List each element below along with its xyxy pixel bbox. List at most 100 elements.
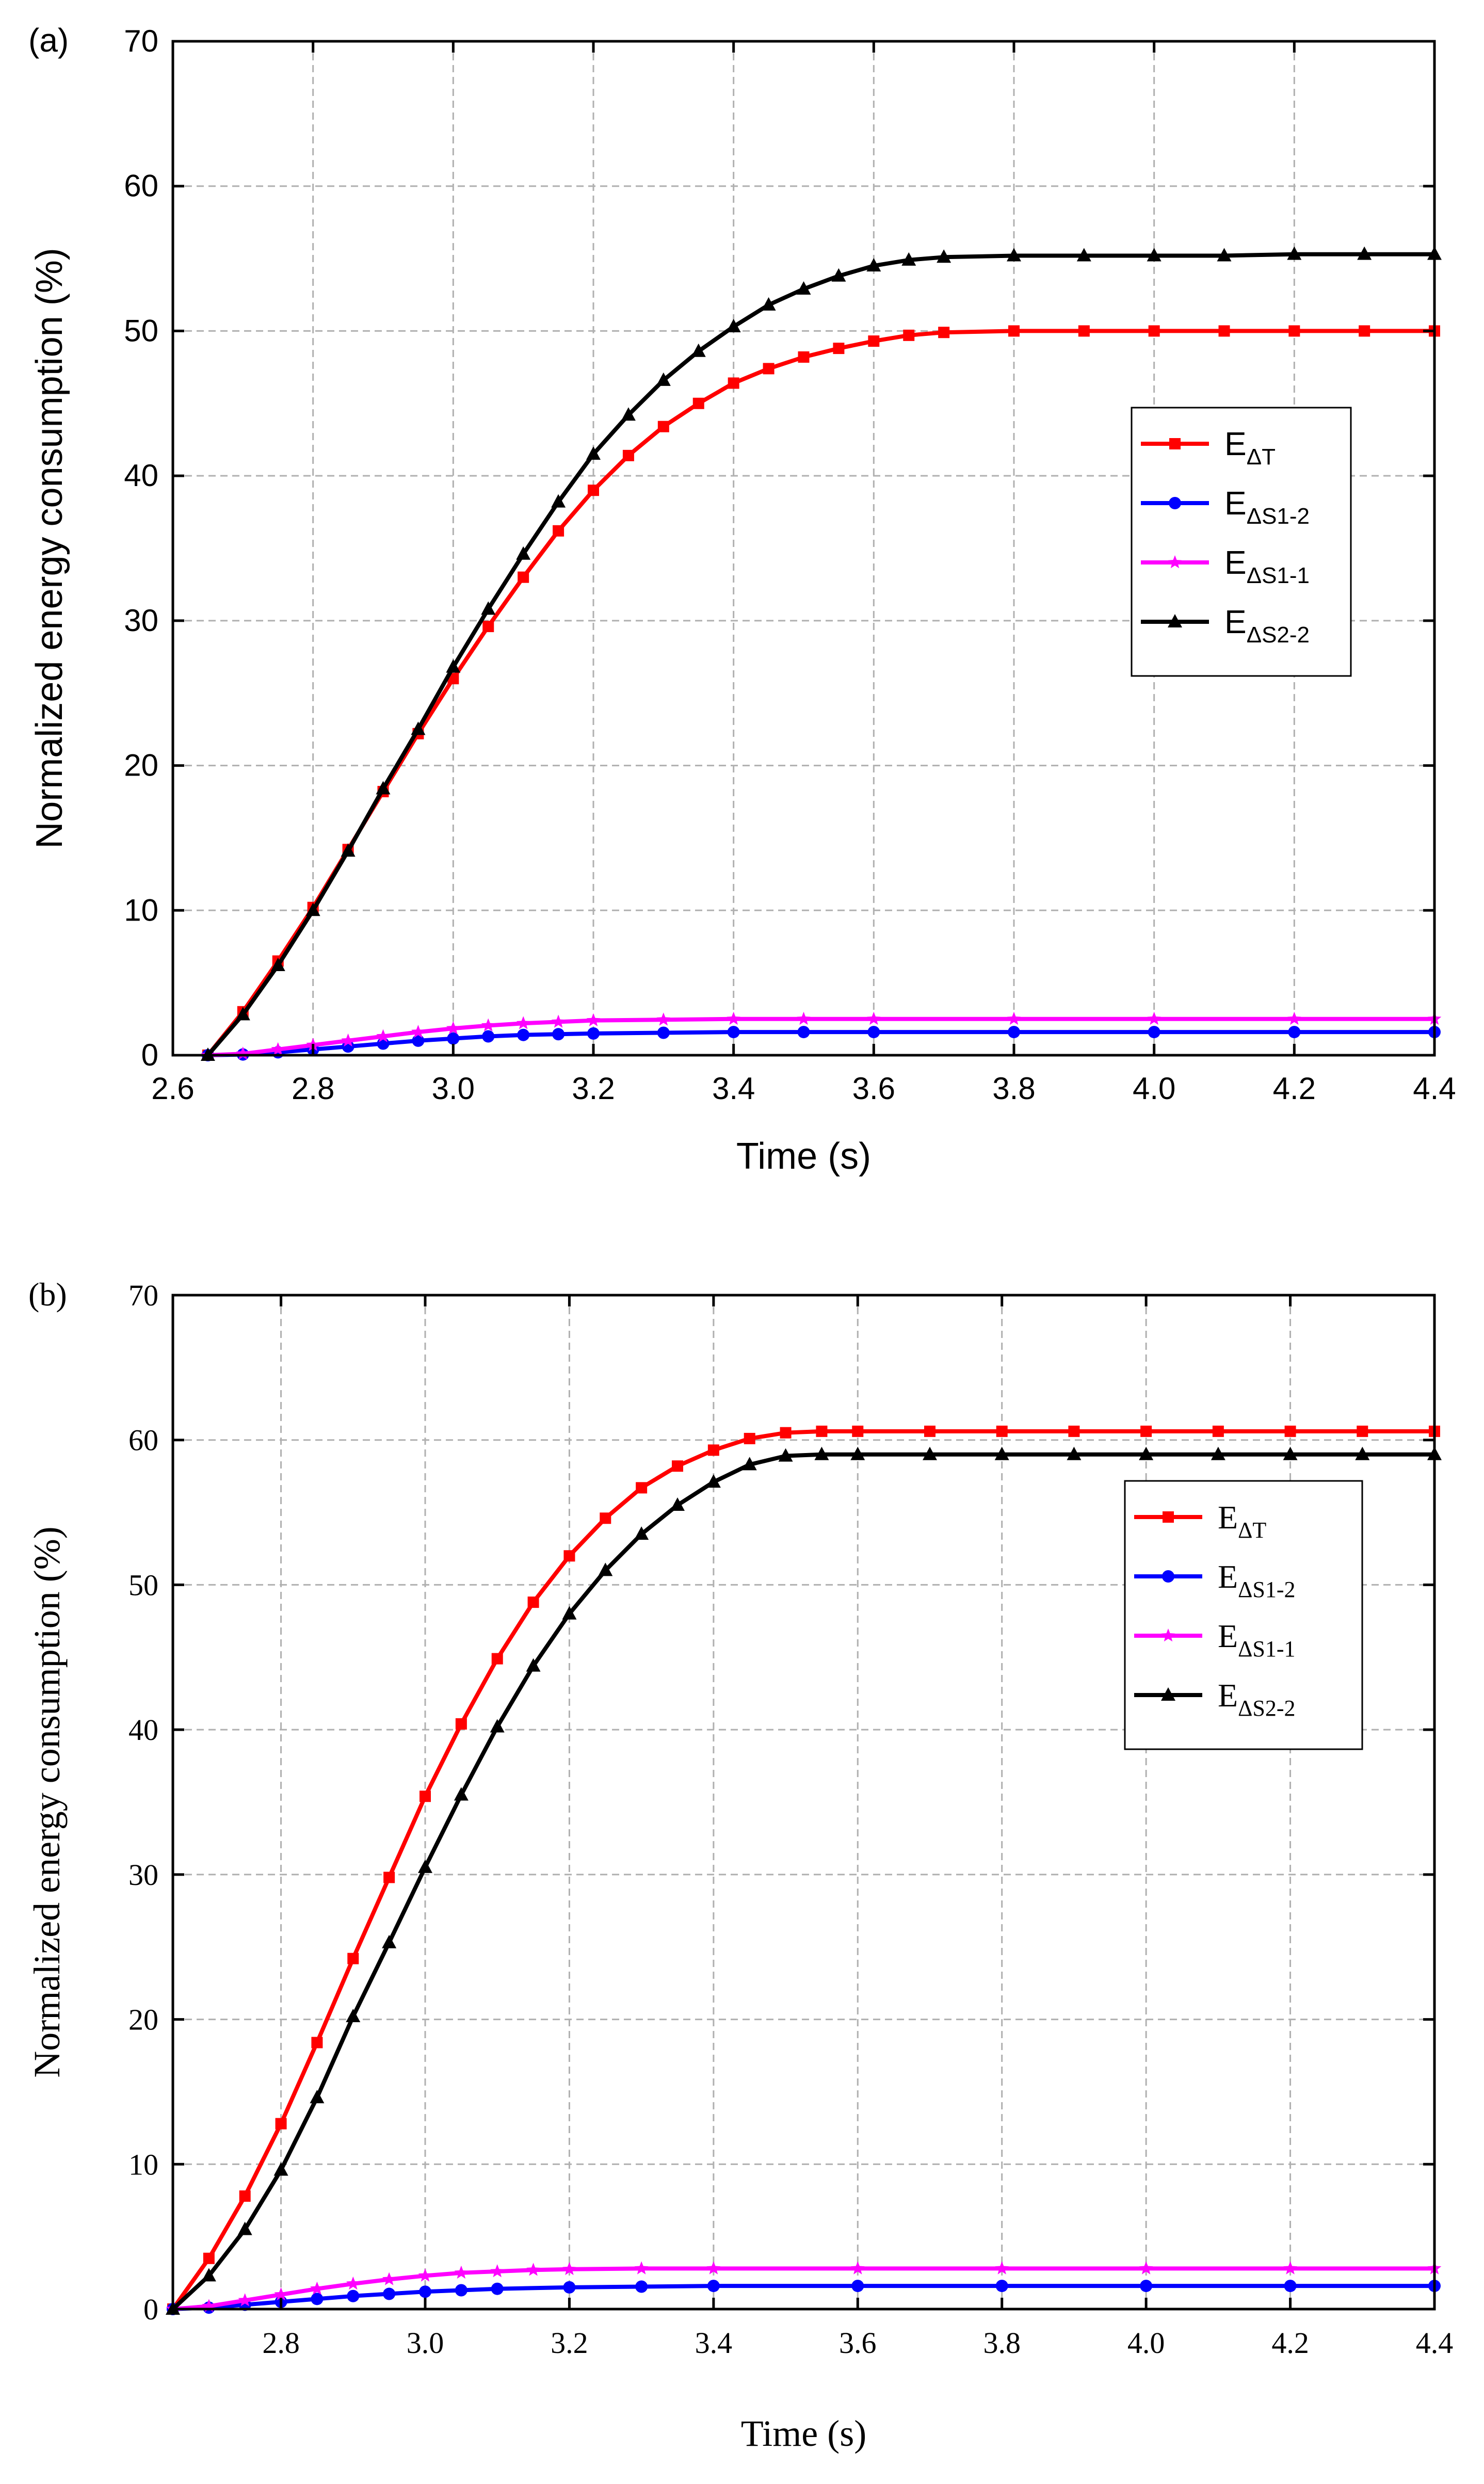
data-point: [850, 1446, 865, 1460]
legend-marker: [1161, 1628, 1175, 1642]
data-point: [634, 1526, 649, 1540]
y-tick-label: 30: [128, 1858, 158, 1892]
data-point: [868, 335, 880, 347]
legend-marker: [1161, 1687, 1175, 1701]
data-point: [419, 2285, 431, 2298]
data-point: [553, 525, 564, 537]
legend-item: EΔT: [1134, 1499, 1266, 1543]
data-point: [491, 2282, 504, 2295]
legend-label: EΔS1-2: [1218, 1558, 1296, 1602]
data-point: [588, 485, 599, 496]
data-point: [1287, 1011, 1301, 1025]
data-point: [1357, 1425, 1368, 1437]
grid-b: [173, 1295, 1434, 2309]
data-point: [744, 1432, 755, 1444]
data-point: [310, 2090, 325, 2104]
y-tick-label: 70: [128, 1279, 158, 1312]
data-point: [1217, 248, 1232, 262]
data-point: [670, 1497, 685, 1511]
y-tick-label: 50: [124, 313, 158, 348]
data-point: [1007, 248, 1021, 262]
data-point: [1288, 1026, 1301, 1039]
data-point: [552, 1028, 565, 1041]
data-point: [481, 601, 496, 615]
data-point: [778, 1448, 793, 1462]
data-point: [1078, 325, 1090, 337]
data-point: [833, 343, 845, 354]
series-b-3: [166, 1446, 1442, 2315]
data-point: [527, 1596, 539, 1608]
data-point: [586, 1013, 601, 1026]
data-point: [551, 494, 566, 508]
data-point: [1218, 325, 1230, 337]
legend-label: EΔS2-2: [1218, 1677, 1296, 1721]
data-point: [1288, 325, 1300, 337]
data-point: [271, 1042, 285, 1056]
data-point: [728, 377, 739, 389]
legend-label: EΔT: [1224, 425, 1276, 470]
data-point: [418, 1859, 432, 1873]
legend-label: EΔS1-1: [1224, 544, 1310, 588]
data-point: [727, 1011, 740, 1025]
data-point: [516, 546, 531, 560]
data-point: [346, 2008, 361, 2022]
legend-item: EΔS1-2: [1134, 1558, 1296, 1602]
x-tick-label: 3.6: [852, 1071, 895, 1106]
legend-label-main: E: [1218, 1499, 1238, 1536]
data-point: [446, 1021, 460, 1035]
data-point: [418, 2268, 432, 2282]
legend-label-sub: ΔS2-2: [1238, 1696, 1295, 1721]
x-tick-label: 3.8: [983, 2326, 1021, 2360]
x-tick-label: 4.2: [1273, 1071, 1316, 1106]
data-point: [1067, 1446, 1082, 1460]
data-point: [275, 2118, 287, 2130]
data-point: [420, 1791, 431, 1802]
panel-label: (b): [28, 1276, 67, 1313]
data-point: [1283, 1446, 1298, 1460]
legend-label-main: E: [1224, 544, 1247, 581]
data-point: [1139, 1446, 1154, 1460]
legend-marker: [1168, 555, 1182, 569]
y-tick-label: 60: [128, 1424, 158, 1457]
data-point: [491, 1653, 503, 1665]
legend-label: EΔS2-2: [1224, 603, 1310, 648]
data-point: [311, 2293, 324, 2305]
data-point: [995, 2261, 1009, 2275]
data-point: [995, 2280, 1008, 2293]
data-point: [1139, 2261, 1153, 2275]
data-point: [691, 343, 706, 357]
data-point: [446, 659, 461, 673]
y-tick-label: 0: [143, 2293, 158, 2326]
data-point: [563, 1550, 575, 1562]
legend-label-sub: ΔT: [1238, 1518, 1266, 1543]
data-point: [851, 2280, 864, 2293]
legend-label-sub: ΔT: [1247, 444, 1276, 470]
data-point: [780, 1427, 792, 1439]
data-point: [237, 2221, 252, 2235]
data-point: [1140, 2280, 1153, 2293]
data-point: [656, 1012, 671, 1026]
data-point: [994, 1446, 1009, 1460]
y-tick-label: 60: [124, 169, 158, 203]
data-point: [274, 2287, 288, 2301]
data-point: [901, 252, 916, 266]
y-tick-label: 50: [128, 1568, 158, 1602]
data-point: [490, 2264, 504, 2278]
legend-box: [1131, 407, 1352, 677]
data-point: [239, 2190, 251, 2202]
data-point: [482, 1030, 495, 1043]
data-point: [411, 721, 426, 735]
legend-marker: [1163, 1511, 1174, 1523]
data-point: [347, 2289, 360, 2302]
data-point: [383, 1872, 395, 1883]
x-tick-label: 4.2: [1271, 2326, 1309, 2360]
data-point: [586, 446, 601, 460]
data-point: [763, 363, 775, 375]
data-point: [852, 1425, 864, 1437]
legend-marker: [1168, 614, 1182, 627]
data-point: [707, 2280, 720, 2293]
data-point: [455, 1718, 467, 1730]
